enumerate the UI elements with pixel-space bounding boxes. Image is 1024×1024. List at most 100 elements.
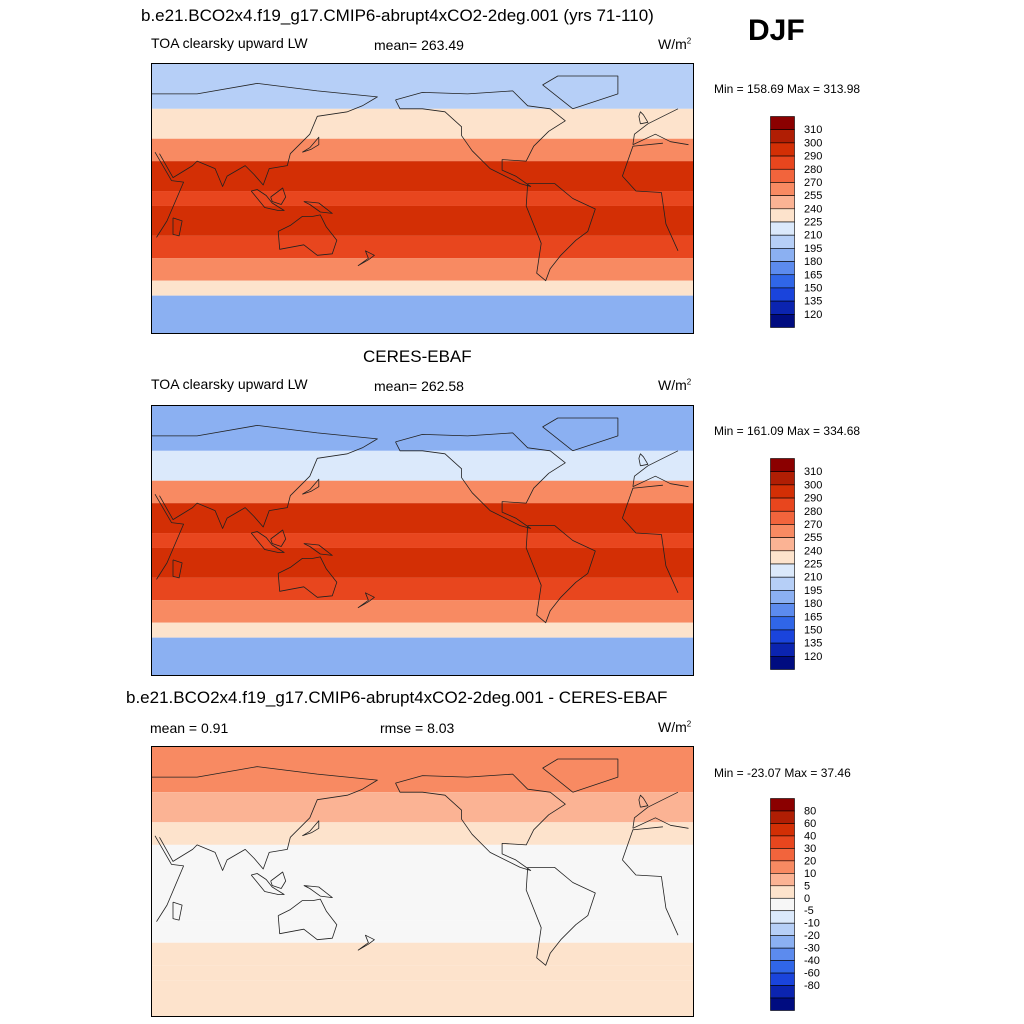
panel-3-rmse-label: rmse = 8.03 (380, 720, 455, 736)
panel-1-colorbar: 310 300 290 280 270 255 240 225 210 195 180 165 150 1… (770, 116, 822, 328)
colorbar-tick-label: 60 (804, 818, 816, 830)
coastline (277, 898, 338, 941)
colorbar-tick-label: 0 (804, 893, 810, 905)
coastline (250, 189, 285, 211)
colorbar-swatch (770, 576, 795, 591)
map-band (152, 600, 693, 623)
colorbar-swatch (770, 823, 795, 837)
map-band (152, 622, 693, 638)
colorbar-swatch (770, 129, 795, 144)
coastline (638, 111, 649, 125)
coastline (270, 187, 287, 205)
colorbar-tick-label: -20 (804, 930, 820, 942)
colorbar-tick-label: -10 (804, 918, 820, 930)
panel-2-units: W/m2 (658, 377, 692, 393)
colorbar-tick-label: 180 (804, 598, 822, 610)
panel-2-colorbar: 310 300 290 280 270 255 240 225 210 195 180 165 150 1… (770, 458, 822, 670)
panel-1-map (151, 63, 694, 334)
colorbar-swatch (770, 590, 795, 604)
map-band (152, 792, 693, 823)
colorbar-swatch (770, 208, 795, 223)
map-band (152, 235, 693, 259)
map-band (152, 965, 693, 981)
coastline (172, 217, 183, 237)
season-label: DJF (748, 14, 805, 47)
colorbar-swatch (770, 155, 795, 170)
coastline (622, 517, 679, 593)
colorbar-tick-label: 290 (804, 151, 822, 163)
colorbar-swatch (770, 261, 795, 276)
colorbar-swatch (770, 537, 795, 552)
colorbar-swatch (770, 182, 795, 196)
coastline (525, 525, 596, 624)
colorbar-swatch (770, 221, 795, 236)
panel-3-units: W/m2 (658, 719, 692, 735)
panel-1-title: b.e21.BCO2x4.f19_g17.CMIP6-abrupt4xCO2-2… (141, 6, 654, 25)
colorbar-swatch (770, 810, 795, 824)
map-band (152, 637, 693, 675)
coastline (632, 450, 679, 487)
map-band (152, 64, 693, 109)
colorbar-tick-label: -5 (804, 905, 814, 917)
panel-3-minmax: Min = -23.07 Max = 37.46 (714, 766, 851, 780)
colorbar-tick-label: 120 (804, 651, 822, 663)
colorbar-swatch (770, 195, 795, 210)
map-band (152, 258, 693, 281)
coastline (277, 556, 338, 598)
colorbar-tick-label: 135 (804, 638, 822, 650)
coastline (270, 529, 287, 547)
colorbar-tick-label: 310 (804, 124, 822, 136)
map-band (152, 450, 693, 481)
colorbar-swatch (770, 168, 795, 183)
colorbar-tick-label: 270 (804, 177, 822, 189)
panel-3-mean-label: mean = 0.91 (150, 720, 229, 736)
colorbar-swatch (770, 471, 795, 486)
colorbar-swatch (770, 985, 795, 999)
colorbar-tick-label: 255 (804, 190, 822, 202)
colorbar-tick-label: 80 (804, 805, 816, 817)
colorbar-tick-label: 270 (804, 519, 822, 531)
colorbar-swatch (770, 563, 795, 578)
colorbar-swatch (770, 997, 795, 1011)
map-band (152, 920, 693, 943)
coastline (632, 108, 679, 145)
colorbar-swatch (770, 629, 795, 644)
colorbar-tick-label: 280 (804, 506, 822, 518)
panel-2-title: CERES-EBAF (363, 347, 472, 366)
map-band (152, 822, 693, 845)
coastline (622, 826, 663, 861)
coastlines (152, 75, 689, 282)
coastline (303, 885, 333, 899)
map-band (152, 577, 693, 601)
colorbar-tick-label: 120 (804, 309, 822, 321)
colorbar-tick-label: 225 (804, 559, 822, 571)
colorbar-swatch (770, 274, 795, 289)
colorbar-tick-label: 255 (804, 532, 822, 544)
colorbar-swatch (770, 248, 795, 262)
colorbar-swatch (770, 798, 795, 812)
colorbar-tick-label: 210 (804, 230, 822, 242)
colorbar-tick-label: 300 (804, 479, 822, 491)
colorbar-swatch (770, 835, 795, 849)
coastline (302, 136, 320, 153)
colorbar-tick-label: -30 (804, 943, 820, 955)
map-band (152, 747, 693, 793)
coastline (632, 817, 689, 829)
colorbar-tick-label: 150 (804, 624, 822, 636)
coastlines (152, 758, 689, 966)
coastline (632, 475, 689, 488)
colorbar-swatch (770, 642, 795, 657)
coastline (154, 151, 185, 238)
map-band (152, 874, 693, 891)
colorbar-swatch (770, 510, 795, 525)
coastline (525, 867, 596, 966)
coastline (632, 791, 679, 829)
colorbar-swatch (770, 550, 795, 565)
colorbar-tick-label: 225 (804, 217, 822, 229)
colorbar-swatch (770, 922, 795, 936)
colorbar-swatch (770, 960, 795, 974)
coastline (525, 183, 596, 282)
colorbar-tick-label: 180 (804, 256, 822, 268)
colorbar-swatch (770, 972, 795, 986)
colorbar-swatch (770, 484, 795, 499)
